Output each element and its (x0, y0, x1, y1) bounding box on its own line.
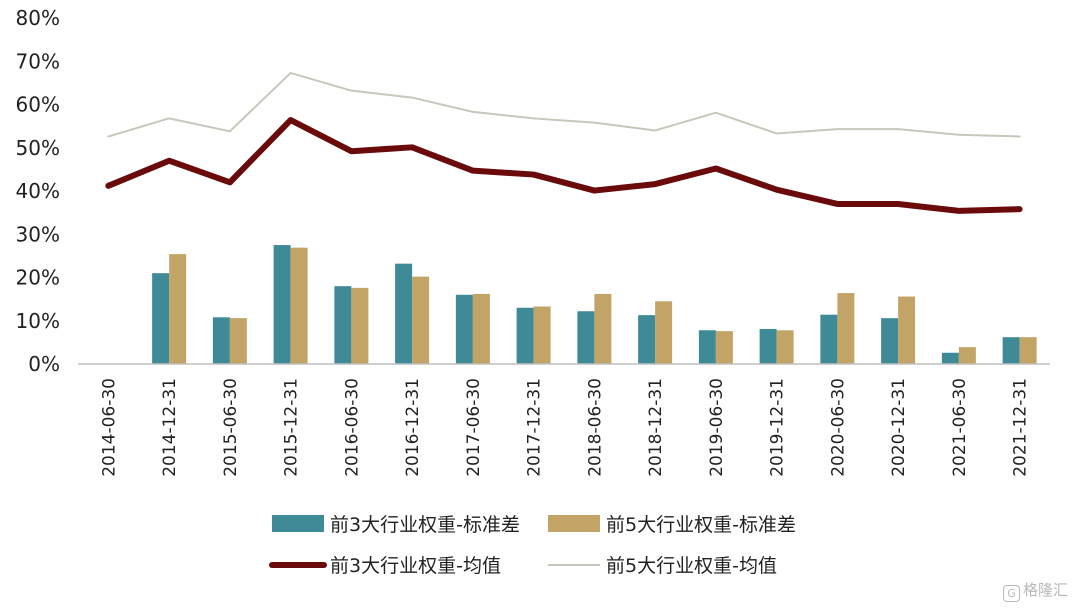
bar (395, 263, 413, 364)
watermark-logo-icon: G (1002, 585, 1020, 602)
x-tick-label: 2017-06-30 (464, 378, 484, 477)
bar (655, 301, 673, 364)
y-tick-label: 30% (16, 222, 60, 246)
bar (698, 330, 716, 364)
y-tick-label: 60% (16, 93, 60, 117)
series-line (105, 117, 1023, 214)
bar (212, 317, 230, 364)
watermark-text: 格隆汇 (1022, 581, 1068, 599)
bar (533, 306, 551, 364)
x-tick-label: 2019-06-30 (707, 378, 727, 477)
bar (715, 331, 733, 364)
y-tick-label: 10% (16, 309, 60, 333)
x-tick-label: 2021-12-31 (1011, 378, 1031, 477)
y-tick-label: 70% (16, 49, 60, 73)
y-tick-label: 80% (16, 6, 60, 30)
bar (152, 273, 170, 364)
x-tick-label: 2015-12-31 (282, 378, 302, 477)
legend: 前3大行业权重-标准差 前5大行业权重-标准差 前3大行业权重-均值 前5大行业… (269, 514, 796, 577)
bar (229, 318, 247, 364)
x-tick-label: 2014-06-30 (99, 378, 119, 477)
watermark: G 格隆汇 (1002, 579, 1068, 602)
x-tick-label: 2018-12-31 (646, 378, 666, 477)
bar (351, 287, 369, 364)
legend-swatch-bar-5 (548, 515, 600, 532)
x-axis: 2014-06-30 2014-12-31 2015-06-30 2015-12-31… (99, 378, 1030, 477)
x-tick-label: 2015-06-30 (221, 378, 241, 477)
x-tick-label: 2020-06-30 (828, 378, 848, 477)
bar (837, 293, 855, 364)
y-axis: 0% 10% 20% 30% 40% 50% 60% 70% 80% (16, 6, 60, 376)
x-tick-label: 2021-06-30 (950, 378, 970, 477)
bar (472, 293, 490, 364)
legend-label-line-5: 前5大行业权重-均值 (606, 555, 777, 577)
x-tick-label: 2016-12-31 (403, 378, 423, 477)
bar (820, 314, 838, 364)
y-tick-label: 50% (16, 136, 60, 160)
x-tick-label: 2016-06-30 (342, 378, 362, 477)
bar (776, 330, 794, 364)
y-tick-label: 0% (28, 352, 60, 376)
bar (169, 254, 187, 364)
y-tick-label: 20% (16, 266, 60, 290)
bar (1002, 337, 1020, 364)
bar (898, 296, 916, 364)
bars (152, 245, 1037, 364)
bar (455, 294, 473, 364)
lines (105, 71, 1023, 214)
bar (334, 286, 352, 364)
bar (290, 247, 308, 364)
x-tick-label: 2014-12-31 (160, 378, 180, 477)
bar (1019, 337, 1037, 364)
bar (958, 347, 976, 364)
x-tick-label: 2019-12-31 (768, 378, 788, 477)
legend-label-bar-5: 前5大行业权重-标准差 (606, 514, 796, 536)
bar (516, 307, 534, 364)
bar (273, 245, 291, 364)
bar (577, 311, 595, 364)
legend-label-bar-3: 前3大行业权重-标准差 (330, 514, 520, 536)
bar (941, 352, 959, 364)
bar (638, 315, 656, 364)
y-tick-label: 40% (16, 179, 60, 203)
x-tick-label: 2018-06-30 (585, 378, 605, 477)
bar (594, 293, 612, 364)
bar (759, 328, 777, 364)
series-line (107, 71, 1021, 138)
bar (412, 276, 430, 364)
x-tick-label: 2020-12-31 (889, 378, 909, 477)
legend-label-line-3: 前3大行业权重-均值 (330, 555, 501, 577)
x-tick-label: 2017-12-31 (525, 378, 545, 477)
bar (881, 318, 899, 364)
legend-swatch-bar-3 (272, 515, 324, 532)
